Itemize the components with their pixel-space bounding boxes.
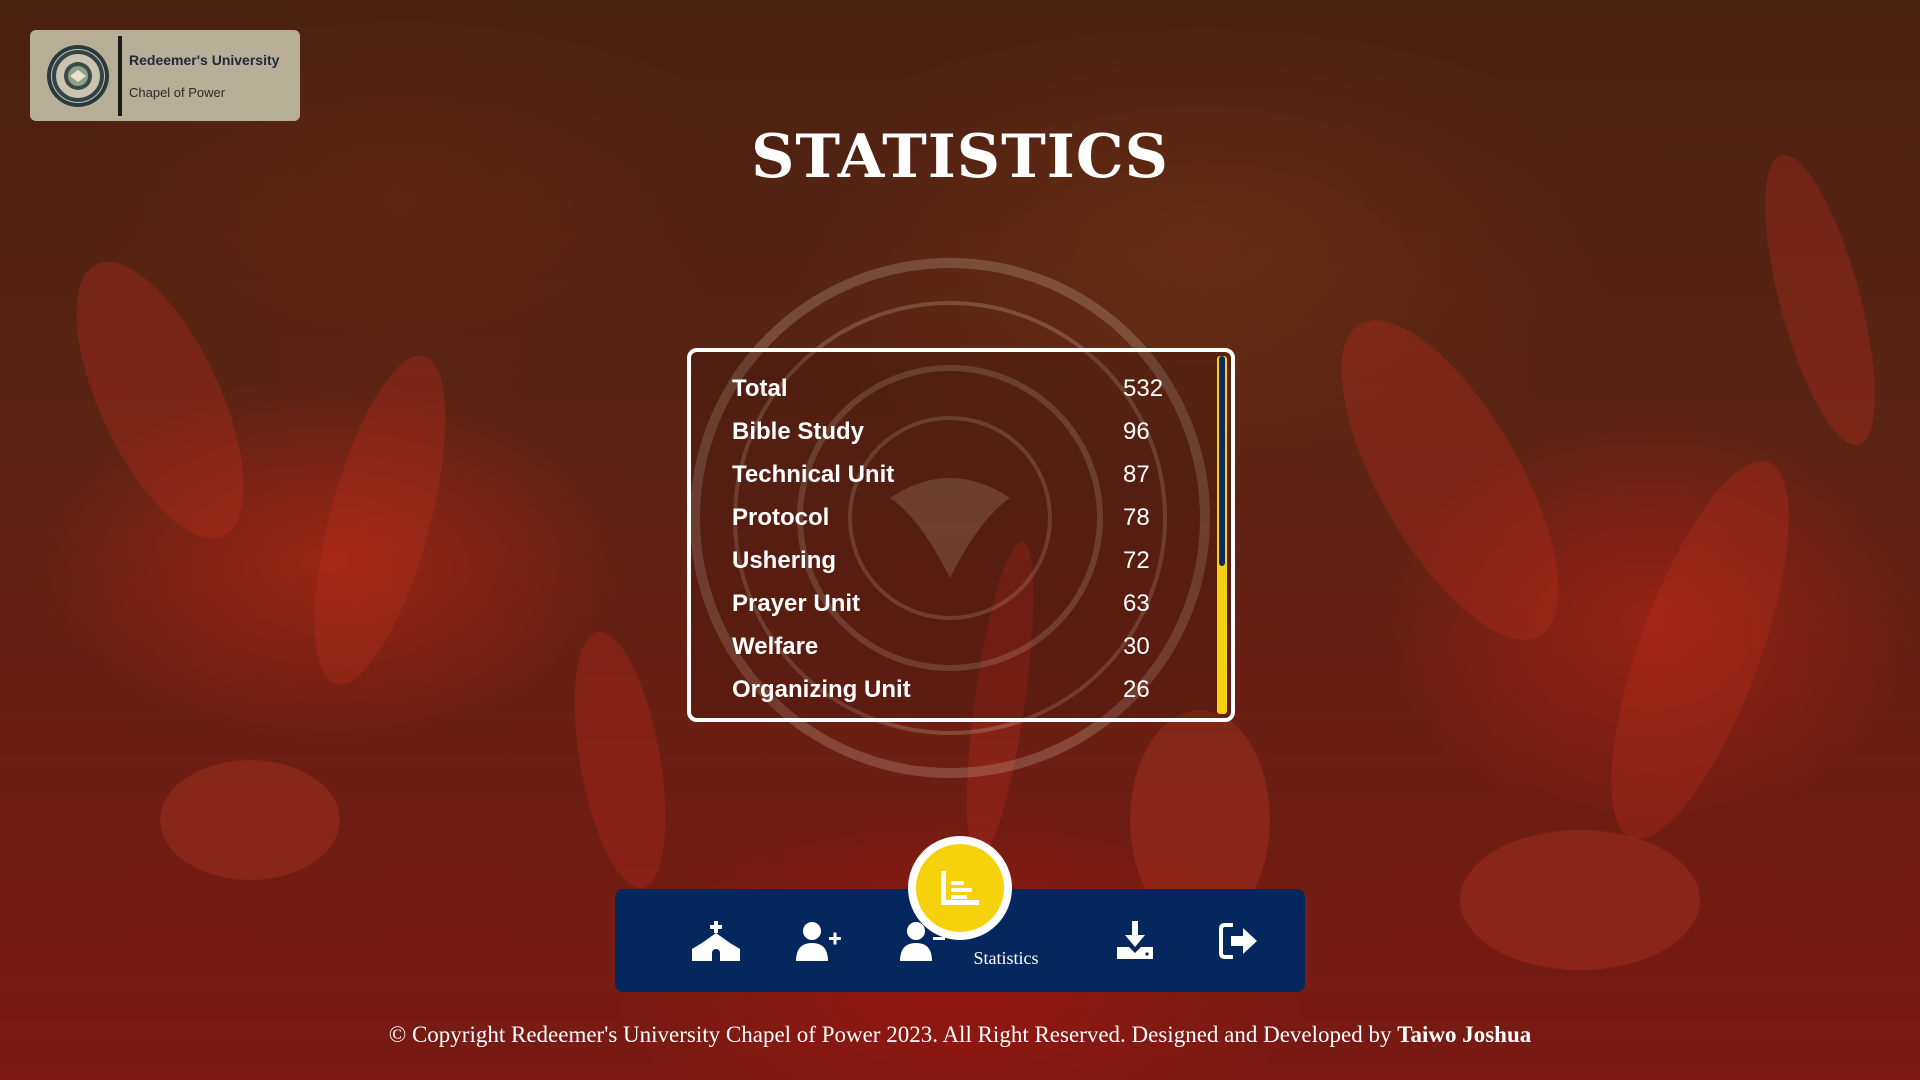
stat-value: 63: [1123, 589, 1150, 617]
remove-user-icon: [900, 921, 945, 961]
download-icon: [1117, 920, 1153, 959]
nav-item-remove-member[interactable]: [879, 889, 969, 992]
nav-item-statistics-label: Statistics: [973, 948, 1039, 968]
stat-row: Bible Study 96: [732, 410, 1217, 453]
add-user-icon: [796, 921, 841, 961]
stat-label: Protocol: [732, 503, 830, 531]
stat-row: Total 532: [732, 367, 1217, 410]
brand-divider: [118, 35, 122, 116]
nav-item-logout[interactable]: [1194, 889, 1284, 992]
stat-value: 78: [1123, 503, 1150, 531]
stat-row: Technical Unit 87: [732, 453, 1217, 496]
stat-row: Organizing Unit 26: [732, 668, 1217, 711]
statistics-scrollbar[interactable]: [1217, 356, 1227, 714]
nav-item-download[interactable]: [1090, 889, 1180, 992]
stat-label: Bible Study: [732, 417, 865, 445]
stat-value: 96: [1123, 417, 1150, 445]
stat-label: Organizing Unit: [732, 675, 911, 703]
brand-badge[interactable]: Redeemer's University Chapel of Power: [30, 30, 300, 121]
university-seal-logo: [47, 44, 109, 107]
nav-item-add-member[interactable]: [775, 889, 865, 992]
stat-row: Welfare 30: [732, 625, 1217, 668]
stat-label: Welfare: [732, 632, 819, 660]
stat-value: 26: [1123, 675, 1150, 703]
footer: © Copyright Redeemer's University Chapel…: [0, 1022, 1920, 1048]
statistics-icon: [941, 871, 979, 905]
statistics-list[interactable]: Total 532 Bible Study 96 Technical Unit 87 Pro…: [691, 352, 1217, 718]
stat-row: Protocol 78: [732, 496, 1217, 539]
scrollbar-thumb[interactable]: [1219, 356, 1225, 566]
logout-icon: [1219, 922, 1257, 959]
church-icon: [692, 920, 740, 961]
stat-label: Total: [732, 374, 788, 402]
stat-value: 30: [1123, 632, 1150, 660]
nav-item-church[interactable]: [671, 889, 761, 992]
stat-label: Technical Unit: [732, 460, 895, 488]
stat-row: Ushering 72: [732, 539, 1217, 582]
brand-name: Redeemer's University: [129, 51, 280, 68]
stat-value: 532: [1123, 374, 1164, 402]
statistics-panel[interactable]: Total 532 Bible Study 96 Technical Unit 87 Pro…: [687, 348, 1235, 722]
footer-copyright: © Copyright Redeemer's University Chapel…: [388, 1022, 1398, 1047]
stat-row: Prayer Unit 63: [732, 582, 1217, 625]
nav-item-statistics-inner[interactable]: [916, 844, 1004, 932]
stat-label: Ushering: [732, 546, 837, 574]
nav-item-statistics[interactable]: [908, 836, 1012, 940]
stat-value: 87: [1123, 460, 1150, 488]
page-title: STATISTICS: [751, 122, 1169, 192]
footer-author: Taiwo Joshua: [1397, 1022, 1532, 1047]
stat-label: Prayer Unit: [732, 589, 861, 617]
stat-value: 72: [1123, 546, 1150, 574]
brand-subtitle: Chapel of Power: [129, 84, 226, 100]
